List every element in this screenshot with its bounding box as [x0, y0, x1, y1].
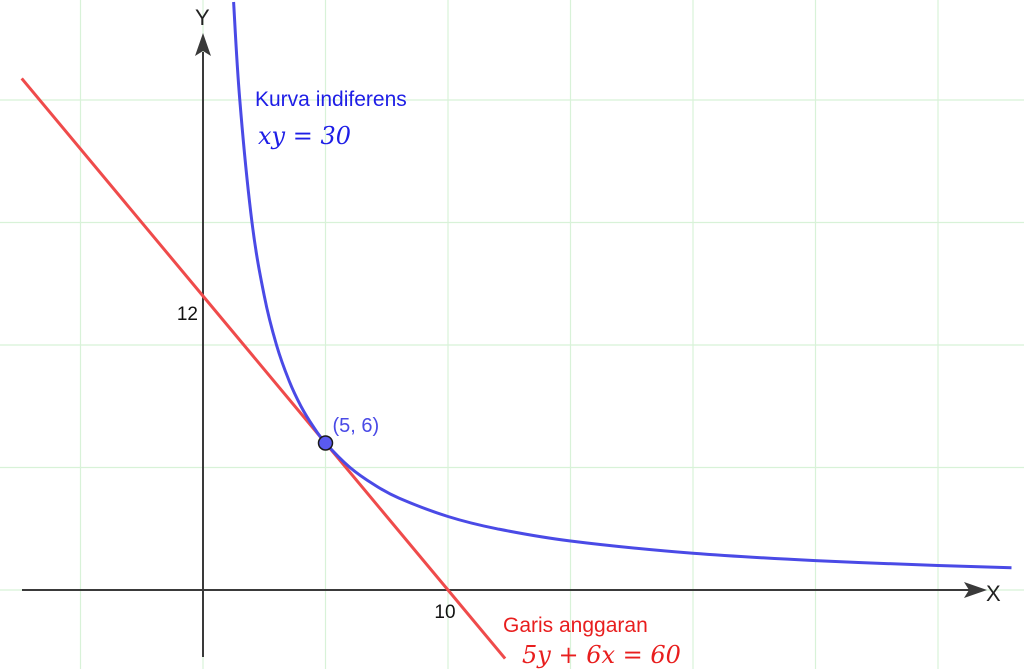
- budget-line-label: Garis anggaran: [503, 614, 648, 637]
- curve-label: Kurva indiferens: [255, 88, 407, 111]
- x-tick-label: 10: [434, 602, 455, 623]
- x-axis-arrow-icon: [964, 582, 987, 598]
- y-tick-label: 12: [177, 304, 198, 325]
- point-label: (5, 6): [333, 415, 380, 437]
- y-axis-label: Y: [195, 5, 210, 30]
- y-axis-arrow-icon: [195, 33, 211, 56]
- x-axis-label: X: [986, 581, 1001, 606]
- indifference-curve-series: [232, 1, 1012, 570]
- curve-equation: xy = 30: [258, 122, 351, 150]
- budget-line-series: [20, 77, 507, 660]
- axes: X Y 10 12: [22, 5, 1001, 657]
- annotation-labels: Kurva indiferens xy = 30 (5, 6) Garis an…: [255, 88, 681, 669]
- budget-line-equation: 5y + 6x = 60: [522, 641, 681, 669]
- tangent-point-marker[interactable]: [317, 435, 334, 451]
